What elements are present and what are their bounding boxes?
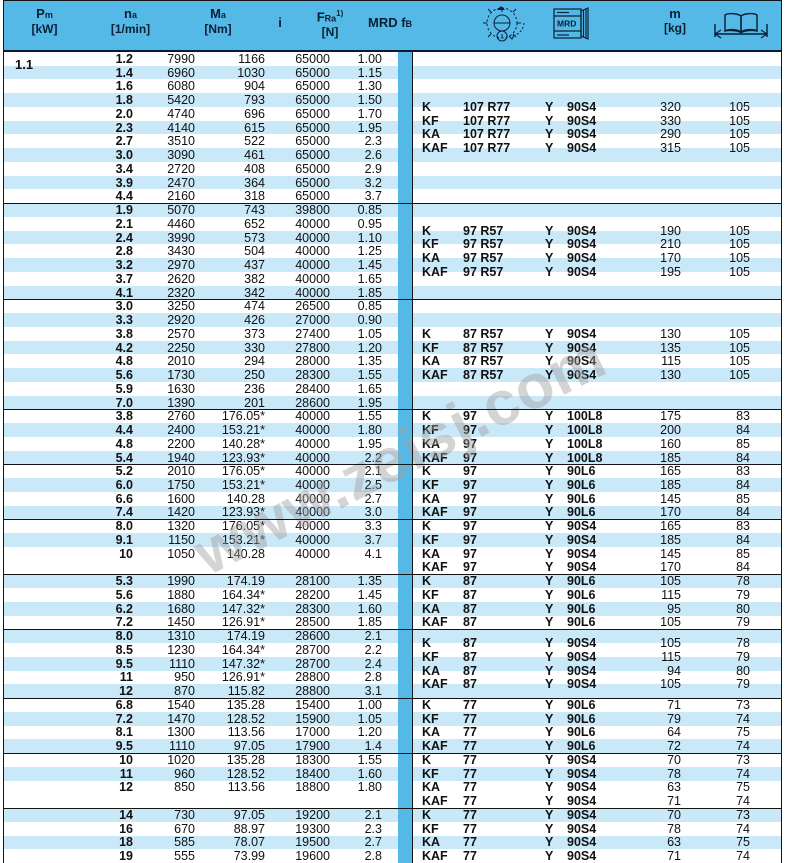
svg-text:MRD: MRD xyxy=(557,19,576,29)
